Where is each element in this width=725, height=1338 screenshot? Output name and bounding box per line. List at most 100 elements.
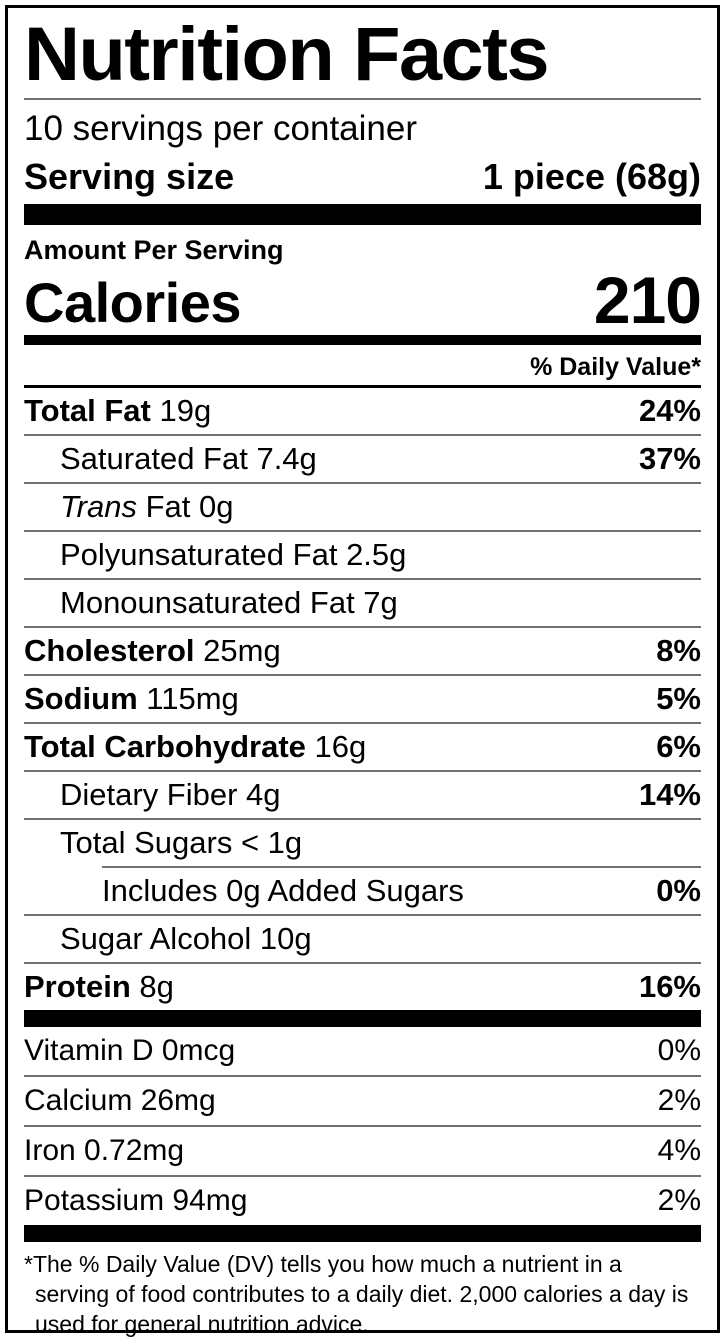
nutrient-daily-value: 8% — [656, 633, 701, 668]
nutrient-label: Sodium 115mg — [24, 681, 239, 717]
nutrient-label: Total Carbohydrate 16g — [24, 729, 366, 765]
nutrient-list: Total Fat 19g 24% Saturated Fat 7.4g 37% Tra… — [24, 385, 701, 1010]
micronutrient-daily-value: 2% — [657, 1184, 701, 1217]
divider — [24, 578, 701, 580]
serving-size-value: 1 piece (68g) — [482, 156, 701, 197]
nutrient-name: Sugar Alcohol — [60, 921, 252, 956]
nutrient-name: Protein — [24, 969, 131, 1004]
nutrient-label: Saturated Fat 7.4g — [24, 441, 317, 477]
divider — [24, 626, 701, 628]
nutrient-row: Monounsaturated Fat 7g — [24, 580, 701, 626]
nutrient-daily-value: 5% — [656, 681, 701, 716]
servings-per-container: 10 servings per container — [24, 109, 417, 148]
nutrient-amount: 8g — [130, 969, 174, 1004]
divider — [24, 770, 701, 772]
nutrient-row: Includes 0g Added Sugars 0% — [24, 868, 701, 914]
nutrient-name: Monounsaturated Fat — [60, 585, 355, 620]
nutrient-amount: 16g — [305, 729, 367, 764]
divider — [24, 1175, 701, 1177]
nutrient-row: Dietary Fiber 4g 14% — [24, 772, 701, 818]
nutrient-amount: 25mg — [194, 633, 281, 668]
nutrient-name: Total Carbohydrate — [24, 729, 306, 764]
nutrient-daily-value: 14% — [638, 777, 701, 812]
nutrient-label: Total Fat 19g — [24, 393, 211, 429]
calories-label: Calories — [24, 271, 242, 334]
nutrient-label: Includes 0g Added Sugars — [24, 873, 464, 909]
nutrient-row: Protein 8g 16% — [24, 964, 701, 1010]
label-panel: Nutrition Facts 10 servings per containe… — [5, 5, 720, 1337]
divider — [24, 962, 701, 964]
thick-divider-footnote — [24, 1225, 701, 1242]
nutrient-row: Polyunsaturated Fat 2.5g — [24, 532, 701, 578]
nutrient-row: Sugar Alcohol 10g — [24, 916, 701, 962]
nutrient-name: Trans — [60, 489, 137, 524]
nutrient-name: Polyunsaturated Fat — [60, 537, 338, 572]
footnote: *The % Daily Value (DV) tells you how mu… — [24, 1251, 689, 1337]
micronutrient-daily-value: 2% — [657, 1084, 701, 1117]
nutrient-amount: 19g — [150, 393, 212, 428]
nutrient-amount: Fat 0g — [136, 489, 234, 524]
divider — [24, 482, 701, 484]
nutrient-amount: 10g — [251, 921, 312, 956]
nutrient-row: Cholesterol 25mg 8% — [24, 628, 701, 674]
micronutrient-daily-value: 4% — [657, 1134, 701, 1167]
thick-divider-calories — [24, 335, 701, 345]
serving-size-row: Serving size 1 piece (68g) — [24, 154, 701, 204]
nutrient-row: Saturated Fat 7.4g 37% — [24, 436, 701, 482]
nutrient-name: Dietary Fiber — [60, 777, 238, 812]
nutrient-name: Includes 0g Added Sugars — [102, 873, 464, 908]
divider — [24, 818, 701, 820]
calories-value: 210 — [593, 263, 702, 337]
nutrient-amount: 4g — [237, 777, 281, 812]
nutrient-label: Cholesterol 25mg — [24, 633, 281, 669]
nutrient-daily-value: 6% — [656, 729, 701, 764]
divider — [24, 434, 701, 436]
nutrient-label: Trans Fat 0g — [24, 489, 233, 525]
nutrient-daily-value: 16% — [638, 969, 701, 1004]
nutrient-row: Total Sugars < 1g — [24, 820, 701, 866]
nutrient-label: Sugar Alcohol 10g — [24, 921, 312, 957]
micronutrient-row: Calcium 26mg 2% — [24, 1077, 701, 1125]
nutrient-name: Cholesterol — [24, 633, 195, 668]
nutrient-name: Total Sugars — [60, 825, 233, 860]
micronutrient-label: Calcium 26mg — [24, 1084, 216, 1117]
micronutrient-label: Potassium 94mg — [24, 1184, 248, 1217]
divider-under-title — [24, 98, 701, 100]
divider-inset — [102, 866, 701, 868]
nutrient-daily-value: 24% — [638, 393, 701, 428]
divider — [24, 674, 701, 676]
page-title: Nutrition Facts — [24, 12, 550, 97]
micronutrient-row: Vitamin D 0mcg 0% — [24, 1027, 701, 1075]
nutrient-amount: 2.5g — [337, 537, 407, 572]
nutrient-daily-value: 37% — [638, 441, 701, 476]
amount-per-serving-label: Amount Per Serving — [24, 235, 284, 265]
nutrient-name: Sodium — [24, 681, 138, 716]
micronutrient-list: Vitamin D 0mcg 0% Calcium 26mg 2% Iron 0.72m… — [24, 1027, 701, 1225]
nutrient-amount: 7g — [354, 585, 398, 620]
calories-row: Calories 210 — [24, 263, 702, 337]
nutrient-row: Total Carbohydrate 16g 6% — [24, 724, 701, 770]
nutrient-label: Polyunsaturated Fat 2.5g — [24, 537, 406, 573]
thick-divider-protein — [24, 1010, 701, 1027]
nutrient-amount: < 1g — [232, 825, 303, 860]
micronutrient-label: Vitamin D 0mcg — [24, 1034, 236, 1067]
serving-size-label: Serving size — [24, 156, 235, 197]
nutrient-name: Saturated Fat — [60, 441, 248, 476]
divider — [24, 1075, 701, 1077]
nutrient-label: Monounsaturated Fat 7g — [24, 585, 398, 621]
nutrient-row: Trans Fat 0g — [24, 484, 701, 530]
nutrient-label: Dietary Fiber 4g — [24, 777, 281, 813]
micronutrient-row: Iron 0.72mg 4% — [24, 1127, 701, 1175]
divider-nutrients-top — [24, 385, 701, 388]
nutrient-name: Total Fat — [24, 393, 151, 428]
nutrient-label: Protein 8g — [24, 969, 174, 1005]
micronutrient-daily-value: 0% — [657, 1034, 701, 1067]
divider — [24, 530, 701, 532]
nutrient-label: Total Sugars < 1g — [24, 825, 302, 861]
nutrient-daily-value: 0% — [656, 873, 701, 908]
thick-divider-top — [24, 204, 701, 225]
nutrient-amount: 115mg — [137, 681, 239, 716]
micronutrient-label: Iron 0.72mg — [24, 1134, 185, 1167]
divider — [24, 914, 701, 916]
